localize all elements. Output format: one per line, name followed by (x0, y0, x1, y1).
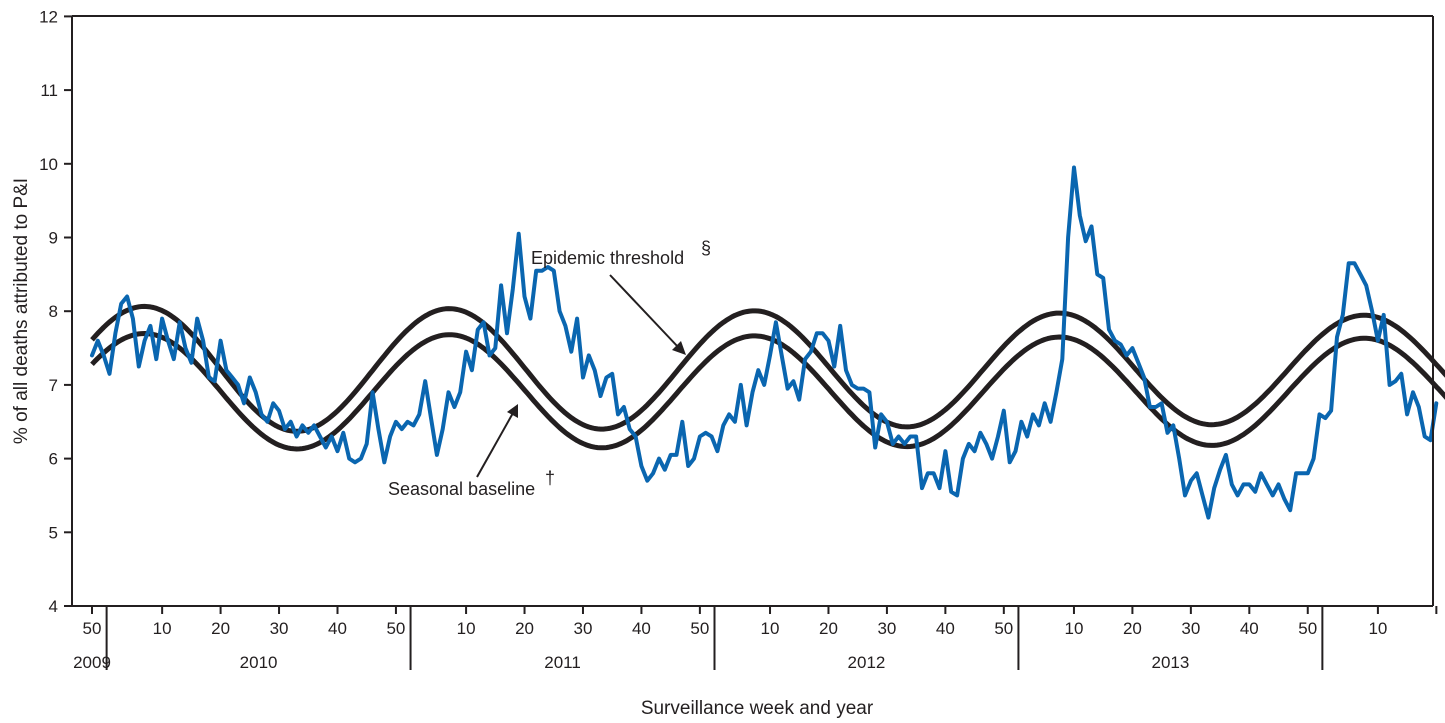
x-tick-label: 20 (1123, 619, 1142, 638)
baseline-symbol: † (545, 468, 555, 488)
x-tick-label: 50 (386, 619, 405, 638)
x-tick-label: 40 (328, 619, 347, 638)
y-tick-label: 12 (39, 7, 58, 26)
year-label: 2012 (848, 653, 886, 672)
x-tick-label: 10 (457, 619, 476, 638)
year-dividers (105, 606, 1324, 670)
baseline-label: Seasonal baseline (388, 479, 535, 499)
y-ticks: 4 5 6 7 8 9 10 11 12 (39, 7, 72, 616)
x-tick-label: 50 (1298, 619, 1317, 638)
threshold-symbol: § (701, 238, 711, 258)
x-tick-label: 10 (1064, 619, 1083, 638)
x-tick-label: 10 (153, 619, 172, 638)
x-axis-title: Surveillance week and year (641, 698, 874, 719)
x-tick-label: 30 (877, 619, 896, 638)
baseline-arrow (476, 412, 514, 478)
baseline-layer (90, 331, 1445, 452)
x-ticks: 50 10 20 30 40 50 10 20 30 40 50 10 20 30 40 50 10 20 30 40… (83, 606, 1438, 638)
year-labels: 200920102011201220132014 (73, 653, 1189, 672)
year-label: 2011 (544, 653, 581, 672)
threshold-layer (90, 303, 1445, 434)
year-label: 2009 (73, 653, 111, 672)
observed-line (90, 165, 1439, 520)
baseline-line (90, 331, 1445, 452)
threshold-arrowhead (672, 341, 686, 355)
x-tick-label: 10 (1368, 619, 1387, 638)
x-tick-label: 50 (690, 619, 709, 638)
threshold-annotation: Epidemic threshold § (531, 238, 711, 355)
observed-layer (90, 165, 1439, 520)
y-tick-label: 7 (49, 376, 58, 395)
year-label: 2013 (1151, 653, 1189, 672)
baseline-arrowhead (507, 404, 518, 418)
x-tick-label: 30 (1181, 619, 1200, 638)
x-tick-label: 10 (761, 619, 780, 638)
x-tick-label: 30 (270, 619, 289, 638)
x-tick-label: 30 (574, 619, 593, 638)
year-label: 2010 (240, 653, 278, 672)
y-axis-title: % of all deaths attributed to P&I (11, 178, 32, 444)
y-tick-label: 6 (49, 450, 58, 469)
baseline-annotation: Seasonal baseline † (388, 404, 555, 499)
y-tick-label: 8 (49, 302, 58, 321)
x-tick-label: 40 (936, 619, 955, 638)
y-tick-label: 11 (40, 81, 58, 100)
threshold-label: Epidemic threshold (531, 248, 684, 268)
x-tick-label: 20 (211, 619, 230, 638)
x-tick-label: 50 (994, 619, 1013, 638)
y-tick-label: 4 (49, 597, 58, 616)
x-tick-label: 40 (632, 619, 651, 638)
y-tick-label: 5 (49, 523, 58, 542)
threshold-arrow (609, 274, 680, 349)
x-tick-label: 50 (83, 619, 102, 638)
y-tick-label: 9 (49, 229, 58, 248)
x-tick-label: 20 (819, 619, 838, 638)
threshold-line (90, 303, 1445, 434)
x-tick-label: 40 (1240, 619, 1259, 638)
y-tick-label: 10 (39, 155, 58, 174)
x-tick-label: 20 (515, 619, 534, 638)
